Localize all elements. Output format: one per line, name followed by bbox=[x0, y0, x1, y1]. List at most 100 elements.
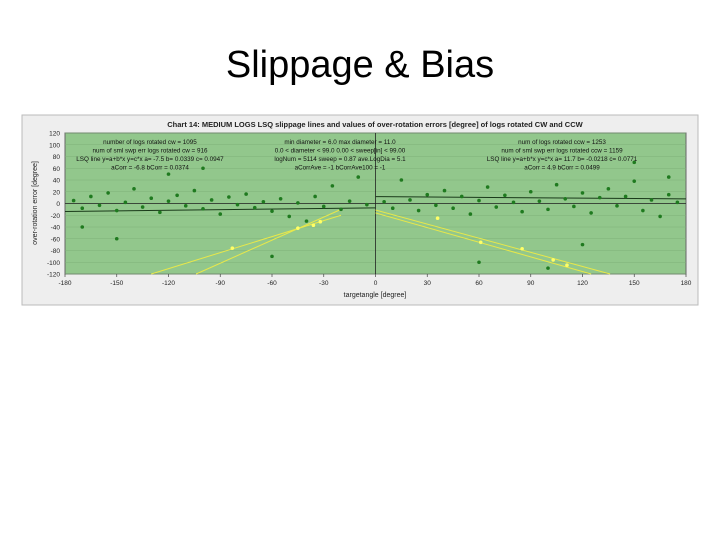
x-tick-label: -150 bbox=[110, 280, 123, 287]
point bbox=[175, 193, 179, 198]
y-tick-label: -100 bbox=[47, 260, 60, 267]
point bbox=[80, 206, 85, 210]
annotation: logNum = 5114 sweep = 0.87 ave.LogDia = … bbox=[274, 156, 406, 163]
point bbox=[563, 197, 568, 201]
point bbox=[520, 209, 524, 214]
annotation: num of sml swp err logs rotated ccw = 11… bbox=[501, 148, 623, 155]
point bbox=[546, 266, 550, 270]
point bbox=[485, 185, 490, 189]
point bbox=[390, 206, 395, 210]
point bbox=[97, 203, 102, 208]
point bbox=[89, 194, 93, 199]
point bbox=[477, 260, 481, 265]
point bbox=[580, 242, 585, 247]
point bbox=[399, 178, 404, 182]
point bbox=[565, 263, 569, 267]
annotation: number of logs rotated cw = 1095 bbox=[103, 139, 197, 146]
point bbox=[166, 172, 171, 176]
point bbox=[261, 199, 266, 204]
point bbox=[278, 197, 283, 201]
point bbox=[296, 226, 300, 230]
point bbox=[589, 211, 593, 215]
x-axis-label: targetangle [degree] bbox=[344, 292, 407, 299]
annotation: num of logs rotated ccw = 1253 bbox=[518, 139, 606, 146]
point bbox=[554, 182, 559, 187]
y-tick-label: -80 bbox=[51, 248, 61, 255]
line bbox=[195, 208, 342, 275]
point bbox=[468, 212, 473, 216]
point bbox=[537, 199, 542, 203]
point bbox=[477, 198, 481, 203]
slide-title: Slippage & Bias bbox=[225, 44, 495, 86]
point bbox=[551, 258, 555, 262]
x-tick-label: -120 bbox=[162, 280, 175, 287]
line bbox=[375, 196, 687, 200]
point bbox=[365, 202, 369, 207]
point bbox=[183, 204, 188, 208]
x-tick-label: 60 bbox=[475, 280, 483, 287]
point bbox=[106, 191, 110, 195]
point bbox=[227, 195, 231, 199]
y-tick-label: 100 bbox=[49, 142, 60, 149]
x-tick-label: -180 bbox=[58, 280, 71, 287]
point bbox=[201, 206, 205, 211]
point bbox=[597, 195, 602, 200]
y-tick-label: 80 bbox=[53, 154, 61, 161]
point bbox=[520, 246, 524, 251]
annotation: aCorr = -6.8 bCorr = 0.0374 bbox=[111, 165, 189, 172]
y-tick-label: -20 bbox=[51, 213, 61, 220]
point bbox=[451, 206, 455, 210]
point bbox=[114, 208, 119, 213]
point bbox=[296, 201, 300, 205]
annotation: 0.0 < diameter < 99.0 0.00 < sweep[in] <… bbox=[275, 148, 406, 155]
point bbox=[572, 204, 576, 209]
y-axis-label: over-rotation error [degree] bbox=[32, 161, 39, 245]
x-tick-label: 90 bbox=[527, 280, 535, 287]
x-tick-label: -90 bbox=[216, 280, 226, 287]
point bbox=[666, 192, 671, 197]
point bbox=[158, 210, 162, 215]
point bbox=[201, 166, 205, 171]
point bbox=[80, 225, 85, 229]
point bbox=[478, 240, 483, 245]
point bbox=[71, 198, 76, 203]
x-tick-label: 150 bbox=[629, 280, 640, 287]
line bbox=[375, 212, 592, 275]
point bbox=[546, 207, 550, 212]
point bbox=[321, 204, 326, 209]
point bbox=[132, 187, 136, 191]
y-tick-label: 20 bbox=[53, 189, 61, 196]
annotation: LSQ line y=a+b*x y=c*x a= -7.5 b= 0.0339… bbox=[76, 156, 224, 163]
point bbox=[209, 198, 214, 202]
x-tick-label: 0 bbox=[374, 280, 378, 287]
x-tick-label: -30 bbox=[319, 280, 329, 287]
point bbox=[230, 246, 235, 250]
point bbox=[313, 194, 317, 199]
point bbox=[192, 188, 197, 193]
point bbox=[434, 203, 438, 208]
point bbox=[615, 204, 619, 208]
point bbox=[311, 223, 316, 228]
point bbox=[425, 192, 430, 197]
annotation: num of sml swp err logs rotated cw = 916 bbox=[93, 148, 208, 155]
point bbox=[442, 188, 447, 193]
point bbox=[666, 175, 671, 179]
point bbox=[235, 202, 240, 207]
point bbox=[330, 184, 335, 188]
annotation: aCorr = 4.9 bCorr = 0.0499 bbox=[524, 165, 600, 172]
point bbox=[347, 199, 352, 203]
chart-title: Chart 14: MEDIUM LOGS LSQ slippage lines… bbox=[167, 120, 583, 129]
line bbox=[151, 214, 342, 275]
x-tick-label: 30 bbox=[424, 280, 432, 287]
point bbox=[218, 212, 223, 216]
point bbox=[416, 208, 421, 213]
annotation: min diameter = 6.0 max diameter = 11.0 bbox=[284, 139, 396, 146]
point bbox=[623, 194, 628, 199]
point bbox=[658, 214, 662, 219]
point bbox=[140, 205, 145, 209]
point bbox=[270, 209, 274, 213]
point bbox=[503, 193, 507, 198]
y-tick-label: -40 bbox=[51, 225, 61, 232]
